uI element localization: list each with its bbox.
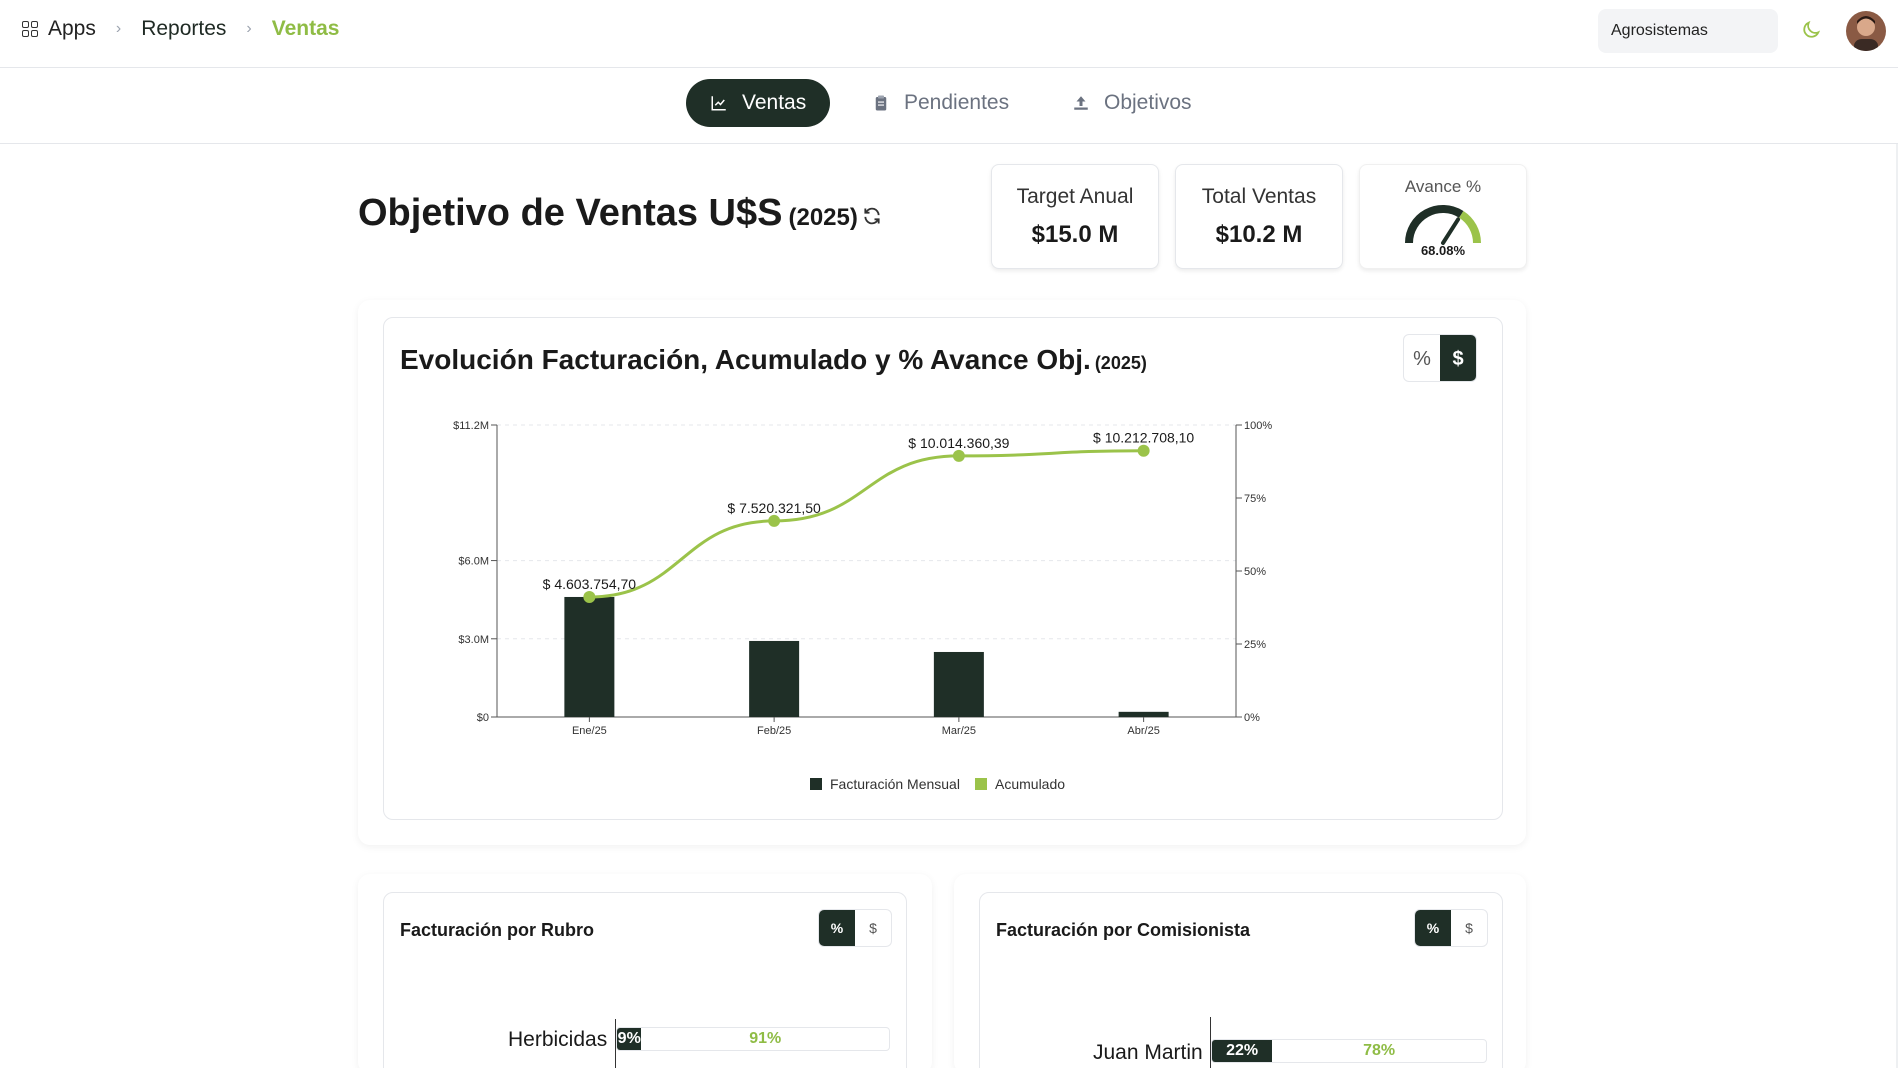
breadcrumb: Apps › Reportes › Ventas <box>22 17 339 41</box>
gauge <box>1405 205 1481 245</box>
tab-ventas[interactable]: Ventas <box>686 79 831 127</box>
bar <box>1118 711 1169 717</box>
top-bar: Apps › Reportes › Ventas Agrosistemas <box>0 0 1898 68</box>
rubro-unit-toggle: % $ <box>818 909 892 947</box>
legend-swatch-facturacion <box>810 778 822 790</box>
clipboard-icon <box>875 95 887 111</box>
company-selector[interactable]: Agrosistemas <box>1598 9 1778 53</box>
data-label: $ 7.520.321,50 <box>727 500 821 516</box>
breadcrumb-current: Ventas <box>271 17 340 40</box>
comisionista-bar-segment-1: 22% <box>1212 1040 1273 1062</box>
y-right-tick-label: 50% <box>1244 566 1266 578</box>
page-title-text: Objetivo de Ventas U$S <box>358 192 783 234</box>
comisionista-axis <box>1210 1017 1211 1068</box>
rubro-row-label: Herbicidas <box>508 1028 608 1051</box>
rubro-card: Facturación por Rubro % $ Herbicidas 9% … <box>383 892 907 1068</box>
kpi-target-label: Target Anual <box>1016 185 1134 208</box>
chart-line-icon <box>711 96 726 111</box>
cumulative-line <box>589 449 1144 599</box>
data-label: $ 10.014.360,39 <box>908 435 1009 451</box>
chevron-right-icon: › <box>246 20 252 37</box>
y-right-tick-label: 100% <box>1244 420 1272 432</box>
line-point <box>768 514 781 527</box>
line-point <box>583 590 596 603</box>
tab-pendientes-label: Pendientes <box>904 91 1010 114</box>
y-right-tick-label: 25% <box>1244 639 1266 651</box>
breadcrumb-apps-label: Apps <box>48 17 96 40</box>
comisionista-row-label: Juan Martin <box>1093 1041 1203 1064</box>
y-right-tick-label: 75% <box>1244 493 1266 505</box>
moon-icon[interactable] <box>1800 19 1822 41</box>
x-tick-label: Ene/25 <box>572 725 607 737</box>
line-point <box>1137 444 1150 457</box>
main-chart-title: Evolución Facturación, Acumulado y % Ava… <box>400 344 1147 376</box>
comisionista-bar[interactable]: 22% 78% <box>1211 1039 1487 1063</box>
billing-chart: $0 $3.0M $6.0M $11.2M 0% 25% 50% 75% 100% Ene/25 F… <box>453 420 1272 792</box>
rubro-bar-segment-1: 9% <box>617 1028 642 1050</box>
rubro-bar[interactable]: 9% 91% <box>616 1027 890 1051</box>
legend-swatch-acumulado <box>975 778 987 790</box>
breadcrumb-apps[interactable]: Apps <box>22 17 96 41</box>
y-left-tick-label: $3.0M <box>458 634 489 646</box>
main-chart-unit-toggle: % $ <box>1403 334 1477 382</box>
data-label: $ 10.212.708,10 <box>1093 430 1194 446</box>
main-chart-title-text: Evolución Facturación, Acumulado y % Ava… <box>400 344 1091 375</box>
y-left-tick-label: $6.0M <box>458 556 489 568</box>
refresh-icon[interactable] <box>862 206 882 226</box>
breadcrumb-reportes[interactable]: Reportes <box>141 17 227 40</box>
tab-objetivos[interactable]: Objetivos <box>1048 79 1216 127</box>
gauge-needle <box>1441 217 1461 245</box>
main-chart-title-year: (2025) <box>1094 353 1147 373</box>
page-edge <box>1896 144 1898 1068</box>
kpi-avance: Avance % 68.08% <box>1359 164 1527 269</box>
comisionista-card: Facturación por Comisionista % $ Juan Ma… <box>979 892 1503 1068</box>
y-left-tick-label: $11.2M <box>453 420 489 432</box>
page-title: Objetivo de Ventas U$S (2025) <box>358 192 858 235</box>
gauge-progress-arc <box>1405 205 1464 244</box>
tab-objetivos-label: Objetivos <box>1104 91 1192 114</box>
percent-toggle-button[interactable]: % <box>1413 347 1431 370</box>
rubro-card-title: Facturación por Rubro <box>400 920 595 940</box>
dollar-toggle-button[interactable]: $ <box>1440 335 1476 381</box>
x-tick-label: Feb/25 <box>757 725 791 737</box>
line-point <box>952 449 965 462</box>
dollar-toggle-button[interactable]: $ <box>869 920 877 936</box>
kpi-avance-value: 68.08% <box>1420 243 1466 258</box>
bar <box>564 596 615 717</box>
x-tick-label: Abr/25 <box>1127 725 1159 737</box>
y-left-tick-label: $0 <box>477 712 489 724</box>
avatar[interactable] <box>1846 11 1886 51</box>
legend-label-acumulado: Acumulado <box>995 776 1065 792</box>
page-title-year: (2025) <box>788 204 858 231</box>
y-right-tick-label: 0% <box>1244 712 1260 724</box>
gauge-remaining-arc <box>1458 210 1481 244</box>
tab-bar: Ventas Pendientes Objetivos <box>0 68 1898 144</box>
bar <box>933 651 984 717</box>
kpi-total-ventas: Total Ventas $10.2 M <box>1175 164 1343 269</box>
upload-icon <box>1074 96 1088 110</box>
apps-grid-icon <box>22 21 38 37</box>
kpi-avance-label: Avance % <box>1404 177 1482 196</box>
dollar-toggle-button[interactable]: $ <box>1465 920 1473 936</box>
comisionista-unit-toggle: % $ <box>1414 909 1488 947</box>
kpi-target-value: $15.0 M <box>1031 221 1119 248</box>
percent-toggle-button[interactable]: % <box>1415 910 1451 946</box>
data-label: $ 4.603.754,70 <box>543 576 637 592</box>
tab-pendientes[interactable]: Pendientes <box>848 79 1033 127</box>
legend-label-facturacion: Facturación Mensual <box>830 776 960 792</box>
rubro-axis <box>615 1019 616 1068</box>
comisionista-card-title: Facturación por Comisionista <box>996 920 1251 940</box>
comisionista-bar-segment-2: 78% <box>1363 1042 1396 1059</box>
chevron-right-icon: › <box>115 20 122 37</box>
tab-ventas-label: Ventas <box>742 91 807 114</box>
rubro-bar-segment-2: 91% <box>749 1030 782 1047</box>
kpi-total-label: Total Ventas <box>1201 185 1317 208</box>
bar <box>749 640 800 717</box>
x-tick-label: Mar/25 <box>942 725 976 737</box>
percent-toggle-button[interactable]: % <box>819 910 855 946</box>
main-chart-card: Evolución Facturación, Acumulado y % Ava… <box>383 317 1503 820</box>
kpi-total-value: $10.2 M <box>1215 221 1303 248</box>
kpi-target-anual: Target Anual $15.0 M <box>991 164 1159 269</box>
